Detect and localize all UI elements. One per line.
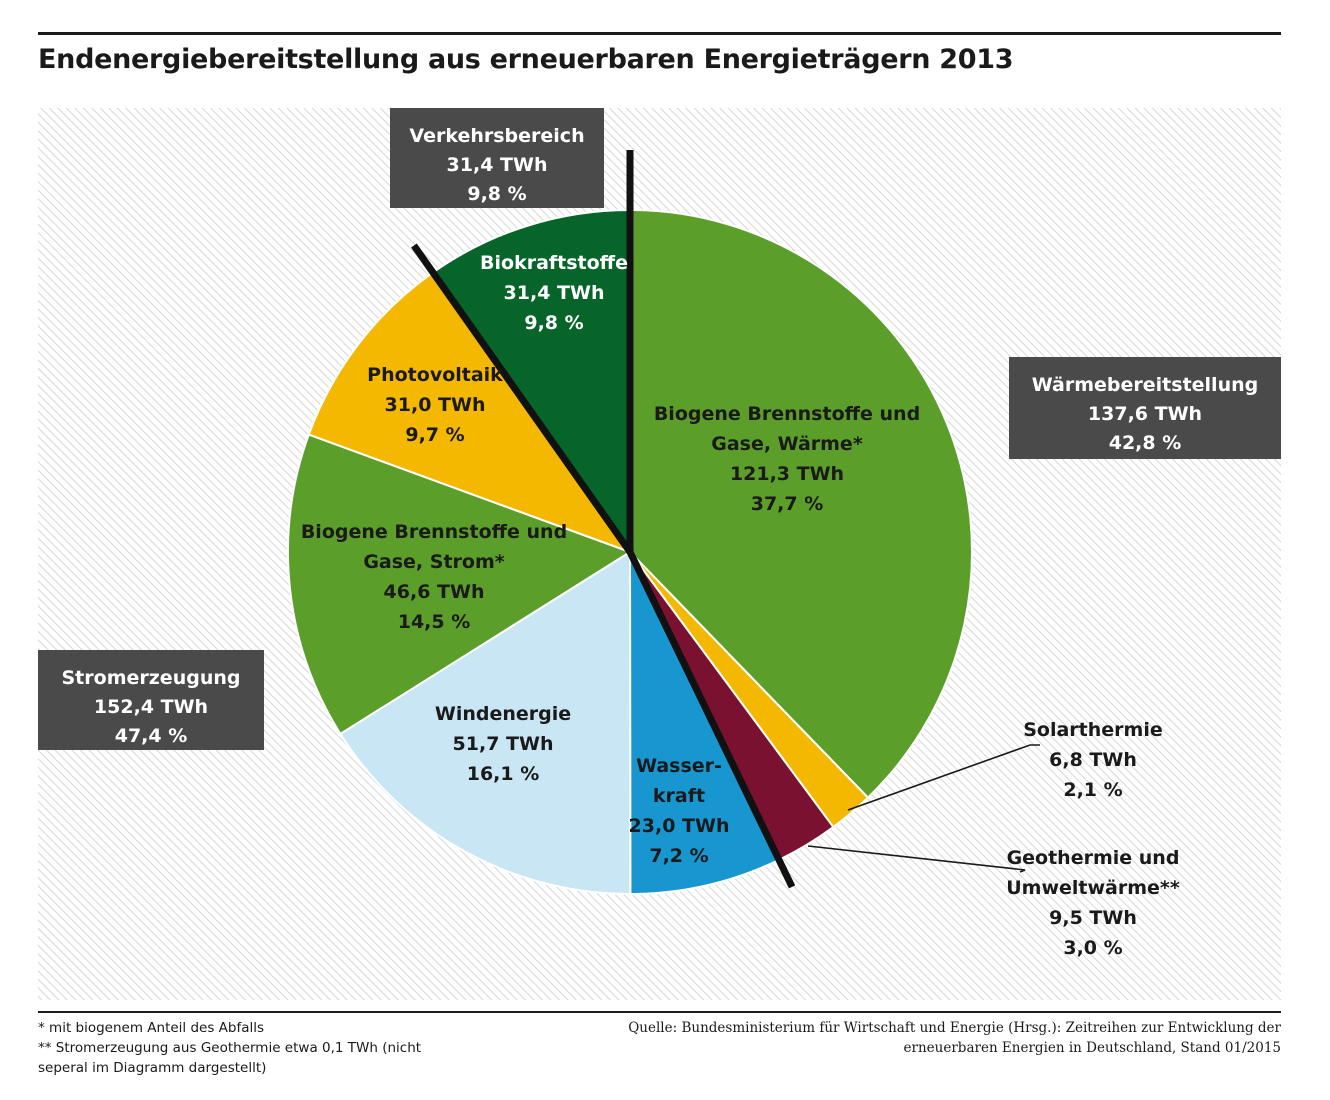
- pie-slice-wasserkraft: [629, 551, 781, 896]
- group-value-stromerzeugung: 152,4 TWh: [94, 696, 208, 718]
- slice-value-windenergie: 51,7 TWh: [453, 733, 554, 755]
- slice-percent-geothermie-und-umweltwarme: 3,0 %: [1063, 937, 1122, 959]
- source-note: Quelle: Bundesministerium für Wirtschaft…: [620, 1018, 1281, 1058]
- group-box-warmebereitstellung: [1009, 357, 1281, 459]
- chart-title: Endenergiebereitstellung aus erneuerbare…: [38, 44, 1014, 75]
- slice-label-1-solarthermie: Solarthermie: [1023, 719, 1163, 741]
- slice-percent-wasserkraft: 7,2 %: [649, 845, 708, 867]
- pie-chart: Biogene Brennstoffe und Gase, Wärme* 121,3…: [38, 108, 1281, 1000]
- slice-value-biogene-brennstoffe-und-gase-warme: 121,3 TWh: [730, 463, 844, 485]
- group-percent-warmebereitstellung: 42,8 %: [1109, 432, 1182, 454]
- slice-label-1-windenergie: Windenergie: [435, 703, 571, 725]
- pie-slice-windenergie: [339, 550, 632, 896]
- slice-label-2-biogene-brennstoffe-und-gase-warme: Gase, Wärme*: [711, 433, 863, 455]
- leader-line-solarthermie: [847, 744, 1040, 811]
- slice-label-1-geothermie-und-umweltwarme: Geothermie und: [1007, 847, 1180, 869]
- bottom-rule: [38, 1011, 1281, 1013]
- slice-label-1-photovoltaik: Photovoltaik: [367, 364, 503, 386]
- slice-percent-biogene-brennstoffe-und-gase-warme: 37,7 %: [751, 493, 824, 515]
- slice-value-wasserkraft: 23,0 TWh: [629, 815, 730, 837]
- pie-slice-photovoltaik: [307, 271, 633, 555]
- group-name-verkehrsbereich: Verkehrsbereich: [409, 125, 584, 147]
- slice-label-1-biogene-brennstoffe-und-gase-strom: Biogene Brennstoffe und: [301, 521, 567, 543]
- group-box-stromerzeugung: [38, 650, 264, 750]
- slice-label-2-biogene-brennstoffe-und-gase-strom: Gase, Strom*: [363, 551, 504, 573]
- slice-value-biogene-brennstoffe-und-gase-strom: 46,6 TWh: [384, 581, 485, 603]
- pie-slice-biogene-brennstoffe-und-gase-strom: [287, 433, 633, 736]
- footnotes: * mit biogenem Anteil des Abfalls ** Str…: [38, 1018, 458, 1078]
- slice-label-1-wasserkraft: Wasser-: [636, 755, 722, 777]
- footnote-2: ** Stromerzeugung aus Geothermie etwa 0,…: [38, 1040, 422, 1076]
- group-name-stromerzeugung: Stromerzeugung: [62, 667, 241, 689]
- pie-slice-biokraftstoffe: [431, 208, 631, 556]
- slice-percent-biogene-brennstoffe-und-gase-strom: 14,5 %: [398, 611, 471, 633]
- slice-percent-windenergie: 16,1 %: [467, 763, 540, 785]
- slice-value-photovoltaik: 31,0 TWh: [385, 394, 486, 416]
- group-percent-stromerzeugung: 47,4 %: [115, 725, 188, 747]
- slice-label-1-biokraftstoffe: Biokraftstoffe: [480, 252, 628, 274]
- slice-value-solarthermie: 6,8 TWh: [1049, 749, 1137, 771]
- group-box-verkehrsbereich: [390, 108, 604, 208]
- slice-percent-photovoltaik: 9,7 %: [405, 424, 464, 446]
- slice-percent-biokraftstoffe: 9,8 %: [524, 312, 583, 334]
- group-value-verkehrsbereich: 31,4 TWh: [447, 154, 548, 176]
- divider-line-waerme-strom: [626, 550, 796, 889]
- slice-label-2-geothermie-und-umweltwarme: Umweltwärme**: [1006, 877, 1180, 899]
- source-line-2: erneuerbaren Energien in Deutschland, St…: [903, 1040, 1281, 1056]
- group-value-warmebereitstellung: 137,6 TWh: [1088, 403, 1202, 425]
- divider-line-strom-verkehr: [411, 243, 633, 555]
- leader-line-geothermie-und-umweltwarme: [807, 845, 1026, 873]
- slice-value-geothermie-und-umweltwarme: 9,5 TWh: [1049, 907, 1137, 929]
- slice-percent-solarthermie: 2,1 %: [1063, 779, 1122, 801]
- footnote-1: * mit biogenem Anteil des Abfalls: [38, 1020, 265, 1036]
- pie-slice-biogene-brennstoffe-und-gase-warme: [629, 208, 973, 800]
- group-percent-verkehrsbereich: 9,8 %: [467, 183, 526, 205]
- slice-label-2-wasserkraft: kraft: [653, 785, 705, 807]
- slice-value-biokraftstoffe: 31,4 TWh: [504, 282, 605, 304]
- slice-label-1-biogene-brennstoffe-und-gase-warme: Biogene Brennstoffe und: [654, 403, 920, 425]
- group-name-warmebereitstellung: Wärmebereitstellung: [1032, 374, 1258, 396]
- source-line-1: Quelle: Bundesministerium für Wirtschaft…: [628, 1020, 1281, 1036]
- top-rule: [38, 32, 1281, 35]
